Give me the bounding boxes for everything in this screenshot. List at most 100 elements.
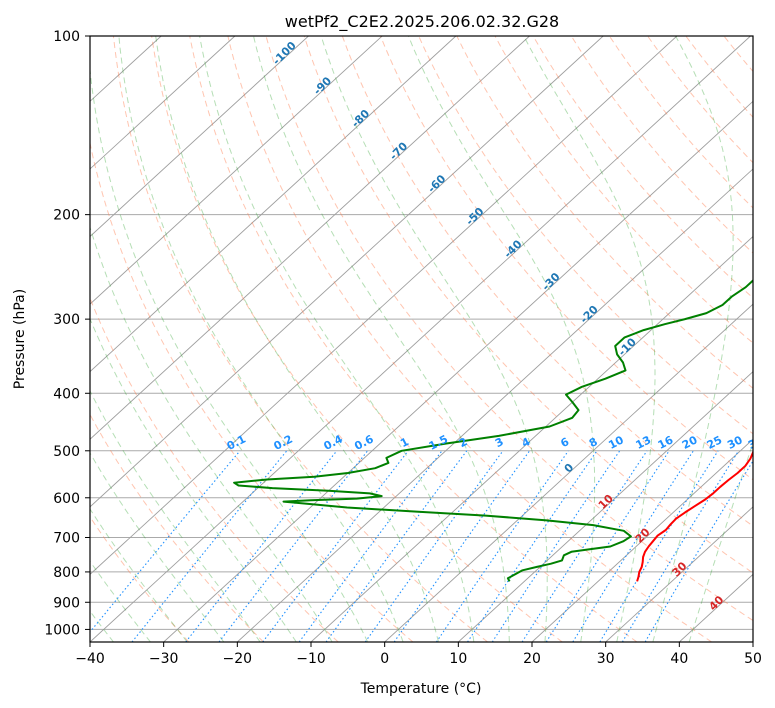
mixing-ratio-line [599,450,719,642]
mixing-ratio-label: 2 [457,435,470,450]
isotherm-label: -10 [616,335,639,358]
mixing-ratio-line [435,450,569,642]
dry-adiabat-line [762,36,775,642]
x-tick-label: −40 [75,651,105,667]
y-tick-label: 900 [53,595,80,611]
mixing-ratio-line [545,450,670,642]
dry-adiabat-line [723,36,753,73]
isotherm-line [90,36,383,305]
moist-adiabat-line [407,36,596,642]
x-tick-label: 10 [449,651,467,667]
y-tick-label: 100 [53,29,80,45]
isotherm-line [90,36,751,642]
mixing-ratio-label: 16 [656,433,676,452]
plot-frame [89,35,754,643]
mixing-ratio-line [572,450,694,642]
moist-adiabat-line [688,440,753,642]
dry-adiabat-line [90,413,264,642]
mixing-ratio-label: 8 [587,435,600,450]
dry-adiabat-line [570,36,753,254]
isotherm-line [531,438,753,642]
mixing-ratio-label: 30 [725,433,745,452]
isotherm-line [384,303,753,642]
x-tick-label: 20 [523,651,541,667]
y-tick-label: 300 [53,312,80,328]
isotherm-line [90,36,236,170]
dry-adiabat-line [227,36,712,642]
y-axis-label: Pressure (hPa) [12,289,28,389]
x-tick-label: 0 [380,651,389,667]
isotherm-line [752,641,753,642]
isotherm-label: 20 [633,525,653,545]
dry-adiabat-line [90,296,339,642]
mixing-ratio-label: 0.1 [225,432,248,452]
mixing-ratio-label: 36 [746,433,766,452]
x-tick-label: 30 [597,651,615,667]
dry-adiabat-line [303,36,753,574]
isotherm-label: -90 [311,74,334,97]
mixing-ratio-label: 0.4 [322,432,346,453]
dry-adiabat-line [532,36,753,299]
isotherm-line [457,371,753,642]
y-axis: 100 200 300 400 500 600 700 800 900 1000 [44,29,90,638]
temperature-profile [636,449,753,582]
dry-adiabat-line [494,36,753,344]
mixing-ratio-label: 13 [634,433,654,452]
isotherm-label: -100 [270,39,299,68]
x-axis: −40 −30 −20 −10 0 10 20 30 40 50 [75,642,762,667]
isotherm-line [90,36,604,508]
y-tick-label: 1000 [44,622,80,638]
y-tick-label: 700 [53,531,80,547]
isotherm-line [90,36,309,238]
y-tick-label: 800 [53,565,80,581]
mixing-ratio-label: 25 [705,433,725,452]
dry-adiabat-line [418,36,753,435]
moist-adiabat-line [90,225,333,642]
moist-adiabat-line [320,36,548,642]
isotherm-label: -80 [349,107,372,130]
isotherm-label: -20 [578,303,601,326]
isotherm-label: -30 [539,270,562,293]
isotherm-line [236,168,753,642]
dry-adiabat-line [341,36,753,527]
mixing-ratio-label: 10 [606,433,626,452]
moist-adiabat-line [199,36,475,642]
isotherm-label: 30 [670,559,690,579]
mixing-ratio-line [262,450,409,642]
x-axis-label: Temperature (°C) [360,681,482,697]
moist-adiabat-line [253,36,510,642]
isotherm-label: -40 [501,237,524,260]
dewpoint-profile [233,279,753,582]
mixing-ratio-line [185,450,338,642]
x-tick-label: 50 [744,651,762,667]
chart-title: wetPf2_C2E2.2025.206.02.32.G28 [285,12,559,32]
mixing-ratio-line [364,450,504,642]
moist-adiabat-line [90,560,151,642]
y-tick-label: 600 [53,491,80,507]
x-tick-label: 40 [670,651,688,667]
mixing-ratio-line [467,450,598,642]
y-tick-label: 500 [53,444,80,460]
isotherm-line [90,36,530,440]
mixing-ratio-label: 0.6 [352,432,376,453]
dry-adiabat-line [189,36,638,642]
dry-adiabat-line [90,516,190,642]
dry-adiabat-line [456,36,753,389]
isotherm-label: -70 [387,139,410,162]
mixing-ratio-label: 20 [680,433,700,452]
dry-adiabat-line [647,36,753,164]
moist-adiabat-line [90,389,261,642]
x-tick-label: −20 [223,651,253,667]
dry-adiabat-line [151,36,563,642]
mixing-ratio-label: 6 [558,435,571,450]
dry-adiabat-line [608,36,753,209]
mixing-ratio-line [131,450,288,642]
mixing-ratio-line [325,450,468,642]
dry-adiabat-line [265,36,753,622]
isotherm-label: -50 [463,205,486,228]
mixing-ratio-line [521,450,648,642]
isotherm-label: 10 [596,492,616,512]
mixing-ratio-line [298,450,443,642]
moist-adiabat-line [90,452,225,642]
